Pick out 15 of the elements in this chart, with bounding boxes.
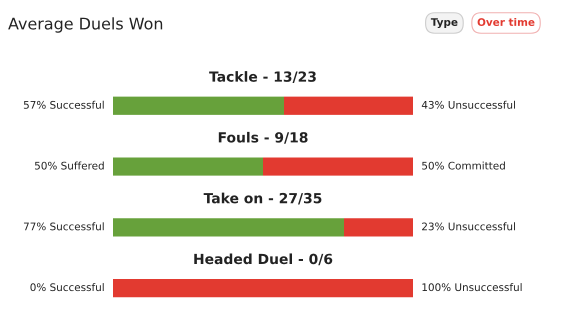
data-label: 100% Unsuccessful	[422, 283, 522, 292]
text: Over time	[478, 18, 534, 26]
y-tick-label: Headed Duel - 0/6	[194, 253, 332, 266]
data-label: 77% Successful	[24, 222, 104, 230]
data-label: 50% Suffered	[34, 162, 104, 170]
y-tick-label: Tackle - 13/23	[209, 71, 316, 83]
data-label: 0% Successful	[30, 283, 104, 292]
data-label: 23% Unsuccessful	[422, 222, 515, 230]
data-label: 57% Successful	[24, 100, 104, 109]
chart-title: Average Duels Won	[8, 17, 162, 33]
data-label: 43% Unsuccessful	[422, 100, 515, 109]
text: Type	[430, 18, 458, 28]
y-tick-label: Take on - 27/35	[204, 192, 322, 204]
y-tick-label: Fouls - 9/18	[218, 132, 308, 144]
data-label: 50% Committed	[422, 162, 505, 170]
